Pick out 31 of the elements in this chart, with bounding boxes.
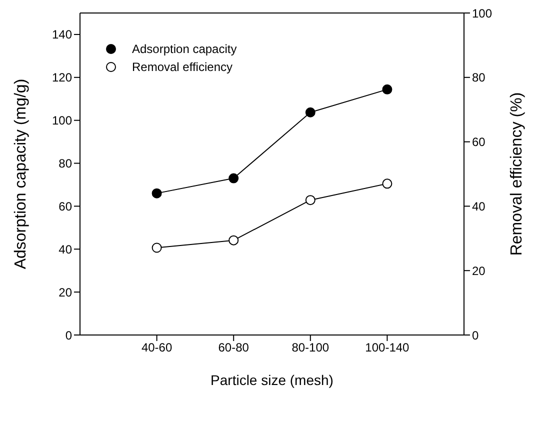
- y-tick-label: 20: [58, 285, 72, 300]
- y2-tick-label: 100: [472, 6, 492, 20]
- y-tick-label: 100: [52, 114, 72, 128]
- y-tick-label: 120: [52, 70, 72, 85]
- y2-tick-label: 0: [472, 328, 479, 342]
- x-tick-label: 40-60: [141, 340, 172, 355]
- point: [228, 235, 239, 246]
- x-tick-label: 100-140: [365, 340, 410, 355]
- point: [228, 173, 239, 184]
- point: [382, 84, 392, 94]
- legend-label: Adsorption capacity: [132, 42, 237, 56]
- y2-tick-label: 40: [472, 199, 486, 214]
- y-tick-label: 0: [65, 328, 72, 342]
- x-tick-label: 80-100: [292, 340, 330, 355]
- y-tick-label: 140: [52, 28, 72, 42]
- y2-tick-label: 80: [472, 70, 486, 85]
- point: [382, 178, 392, 189]
- point: [152, 188, 162, 198]
- y2-tick-label: 20: [472, 264, 486, 278]
- point: [152, 242, 162, 253]
- x-tick-label: 60-80: [218, 340, 250, 355]
- x-axis-title: Particle size (mesh): [210, 372, 334, 388]
- point: [305, 195, 316, 206]
- y-tick-label: 40: [58, 242, 72, 256]
- y2-axis-title: Removal efficiency (%): [508, 92, 526, 256]
- y2-tick-label: 60: [472, 135, 486, 150]
- point: [305, 107, 316, 118]
- y-axis-title: Adsorption capacity (mg/g): [12, 78, 30, 270]
- y-tick-label: 60: [58, 199, 72, 214]
- y-tick-label: 80: [58, 156, 72, 171]
- legend-label: Removal efficiency: [132, 60, 232, 74]
